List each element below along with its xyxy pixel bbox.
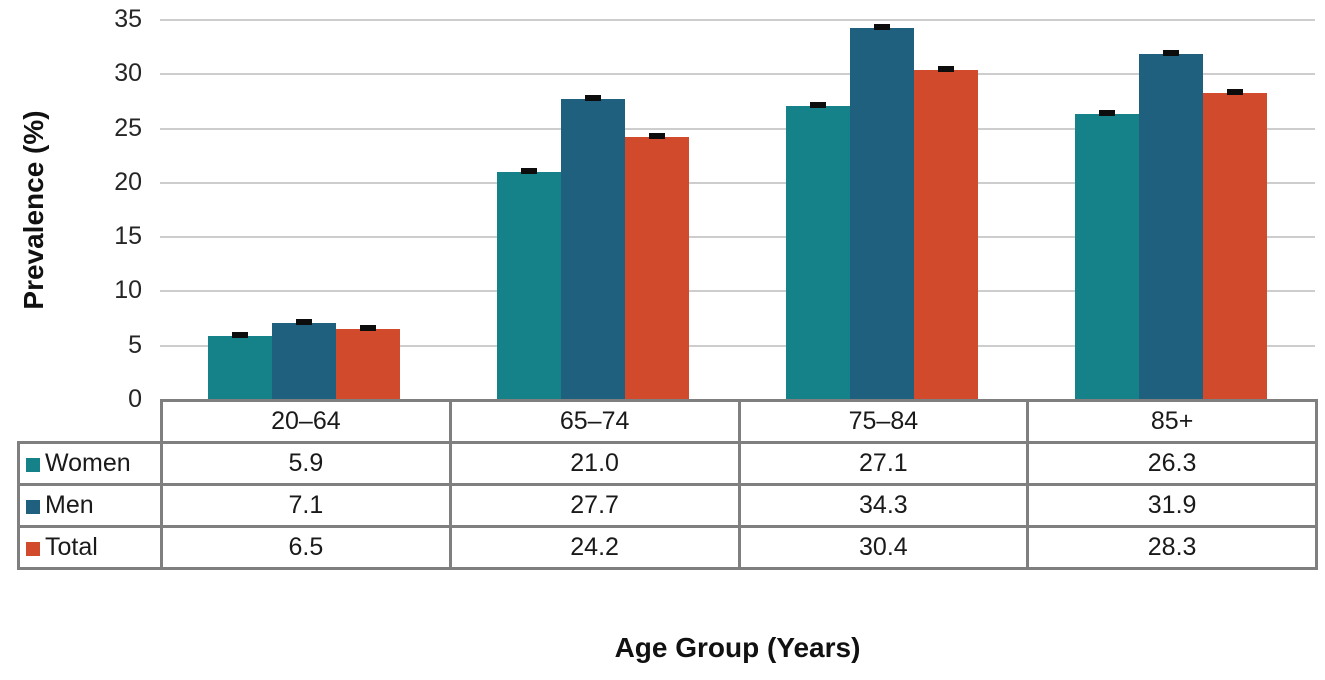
category-header-20–64: 20–64 [160,399,452,444]
bar-men-65–74 [561,99,626,400]
bar-total-20–64 [336,329,401,400]
y-tick-label-35: 35 [114,4,142,33]
table-row-categories: 20–64 65–74 75–84 85+ [19,399,1318,444]
y-tick-label-25: 25 [114,113,142,142]
bar-total-65–74 [625,137,690,400]
table-corner-cell [19,401,162,443]
category-header-75–84: 75–84 [737,399,1030,444]
value-women-85+: 26.3 [1026,441,1318,486]
bar-women-85+ [1074,114,1139,400]
legend-label-total: Total [45,533,98,561]
error-cap-women-75–84 [809,101,826,108]
error-cap-total-75–84 [937,65,954,72]
legend-label-men: Men [45,491,94,519]
error-cap-total-85+ [1226,88,1243,95]
legend-cell-men: Men [17,483,163,528]
error-cap-men-65–74 [585,95,602,102]
value-women-20–64: 5.9 [160,441,452,486]
gridline-10 [160,290,1315,293]
bar-total-75–84 [913,69,978,400]
table-row-men: Men 7.1 27.7 34.3 31.9 [17,483,1318,528]
legend-label-women: Women [45,449,131,477]
value-total-75–84: 30.4 [737,525,1030,570]
gridline-5 [160,344,1315,347]
table-row-women: Women 5.9 21.0 27.1 26.3 [17,441,1318,486]
bar-men-20–64 [272,322,337,400]
gridline-30 [160,73,1315,76]
value-men-20–64: 7.1 [160,483,452,528]
error-cap-total-65–74 [649,133,666,140]
legend-cell-total: Total [17,525,163,570]
bar-women-65–74 [497,172,562,400]
gridline-20 [160,181,1315,184]
value-total-20–64: 6.5 [160,525,452,570]
legend-swatch-men [26,500,40,514]
y-tick-label-20: 20 [114,167,142,196]
value-women-65–74: 21.0 [448,441,741,486]
chart-data-table: 20–64 65–74 75–84 85+ Women 5.9 21.0 27.1 26.3 Me… [17,399,1318,570]
value-men-75–84: 34.3 [737,483,1030,528]
y-tick-label-5: 5 [128,330,142,359]
error-cap-women-65–74 [521,168,538,174]
bar-total-85+ [1202,92,1267,400]
error-cap-women-20–64 [232,331,249,338]
gridline-35 [160,19,1315,21]
y-tick-label-0: 0 [128,384,142,413]
category-header-85+: 85+ [1026,399,1318,444]
gridline-15 [160,236,1315,239]
y-tick-label-10: 10 [114,276,142,305]
value-men-85+: 31.9 [1026,483,1318,528]
x-axis-title: Age Group (Years) [614,632,861,663]
error-cap-men-85+ [1162,49,1179,56]
error-cap-women-85+ [1098,110,1115,117]
y-tick-label-15: 15 [114,222,142,251]
value-men-65–74: 27.7 [448,483,741,528]
legend-cell-women: Women [17,441,163,486]
value-women-75–84: 27.1 [737,441,1030,486]
y-tick-label-30: 30 [114,59,142,88]
error-cap-men-20–64 [296,318,313,325]
value-total-85+: 28.3 [1026,525,1318,570]
bar-women-75–84 [785,105,850,400]
legend-swatch-women [26,458,40,472]
bar-men-85+ [1138,53,1203,400]
bar-men-75–84 [849,27,914,400]
error-cap-men-75–84 [873,23,890,30]
legend-swatch-total [26,542,40,556]
table-row-total: Total 6.5 24.2 30.4 28.3 [17,525,1318,570]
y-axis-title: Prevalence (%) [18,110,49,310]
value-total-65–74: 24.2 [448,525,741,570]
category-header-65–74: 65–74 [448,399,741,444]
gridline-25 [160,127,1315,130]
error-cap-total-20–64 [360,325,377,332]
bar-women-20–64 [208,335,273,400]
